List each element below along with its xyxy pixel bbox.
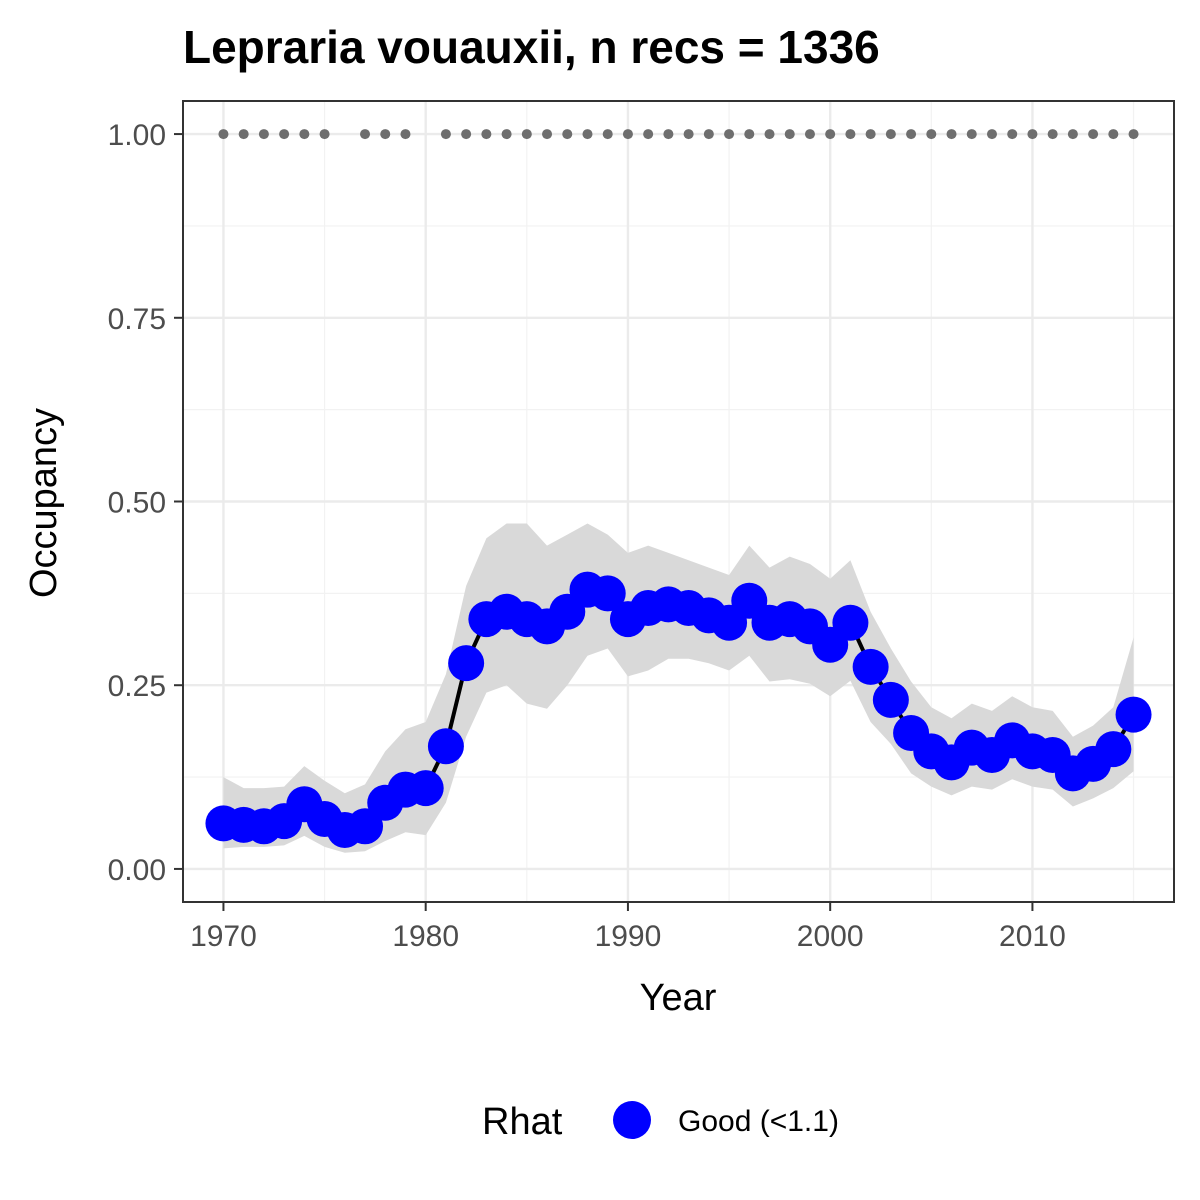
x-axis-title: Year bbox=[640, 977, 717, 1019]
y-tick-label: 1.00 bbox=[108, 119, 166, 152]
occupancy-point bbox=[852, 648, 889, 685]
record-dot bbox=[440, 129, 451, 140]
occupancy-point bbox=[832, 604, 869, 641]
record-dot bbox=[643, 129, 654, 140]
record-dot bbox=[683, 129, 694, 140]
x-tick-label: 2010 bbox=[999, 920, 1066, 953]
record-dot bbox=[926, 129, 937, 140]
occupancy-point bbox=[427, 728, 464, 765]
y-tick-label: 0.75 bbox=[108, 303, 166, 336]
record-dot bbox=[319, 129, 330, 140]
occupancy-point bbox=[347, 808, 384, 845]
record-dot bbox=[885, 129, 896, 140]
record-dot bbox=[1007, 129, 1018, 140]
record-dot bbox=[501, 129, 512, 140]
legend: Rhat Good (<1.1) bbox=[482, 1101, 839, 1143]
record-dot bbox=[1128, 129, 1139, 140]
chart-title: Lepraria vouauxii, n recs = 1336 bbox=[183, 21, 880, 73]
record-dot bbox=[461, 129, 472, 140]
record-dot bbox=[744, 129, 755, 140]
record-dot bbox=[1088, 129, 1099, 140]
y-tick-label: 0.00 bbox=[108, 854, 166, 887]
record-dot bbox=[542, 129, 553, 140]
record-dot bbox=[906, 129, 917, 140]
y-axis: 0.00 0.25 0.50 0.75 1.00 bbox=[108, 119, 183, 887]
occupancy-point bbox=[1115, 696, 1152, 733]
record-dot bbox=[400, 129, 411, 140]
record-dot bbox=[764, 129, 775, 140]
confidence-ribbon bbox=[223, 523, 1134, 853]
y-axis-title: Occupancy bbox=[23, 408, 65, 598]
record-dot bbox=[703, 129, 714, 140]
record-dot bbox=[1047, 129, 1058, 140]
record-dot bbox=[258, 129, 269, 140]
record-dot bbox=[784, 129, 795, 140]
record-dot bbox=[602, 129, 613, 140]
occupancy-point bbox=[589, 575, 626, 612]
x-tick-label: 2000 bbox=[797, 920, 864, 953]
legend-key-good bbox=[613, 1101, 651, 1139]
legend-label-good: Good (<1.1) bbox=[678, 1105, 839, 1138]
y-tick-label: 0.25 bbox=[108, 670, 166, 703]
record-dot bbox=[562, 129, 573, 140]
record-dot bbox=[481, 129, 492, 140]
x-tick-label: 1970 bbox=[190, 920, 257, 953]
record-dot bbox=[1067, 129, 1078, 140]
x-tick-label: 1980 bbox=[392, 920, 459, 953]
record-dot bbox=[825, 129, 836, 140]
record-dot bbox=[865, 129, 876, 140]
x-tick-label: 1990 bbox=[595, 920, 662, 953]
x-axis: 1970 1980 1990 2000 2010 bbox=[190, 902, 1066, 953]
record-dot bbox=[1027, 129, 1038, 140]
occupancy-point bbox=[448, 645, 485, 682]
record-dot bbox=[218, 129, 229, 140]
record-dot bbox=[966, 129, 977, 140]
record-dot bbox=[299, 129, 310, 140]
record-dot bbox=[622, 129, 633, 140]
record-dot bbox=[279, 129, 290, 140]
record-dot bbox=[1108, 129, 1119, 140]
record-dot bbox=[521, 129, 532, 140]
record-dot bbox=[946, 129, 957, 140]
occupancy-points-layer bbox=[205, 571, 1152, 848]
occupancy-point bbox=[1095, 731, 1132, 768]
confidence-ribbon-layer bbox=[223, 523, 1134, 853]
legend-title: Rhat bbox=[482, 1101, 563, 1143]
record-dot bbox=[663, 129, 674, 140]
record-dot bbox=[238, 129, 249, 140]
record-dot bbox=[360, 129, 371, 140]
occupancy-point bbox=[872, 681, 909, 718]
record-dot bbox=[582, 129, 593, 140]
record-dot bbox=[986, 129, 997, 140]
record-dot bbox=[845, 129, 856, 140]
record-dot bbox=[724, 129, 735, 140]
y-tick-label: 0.50 bbox=[108, 487, 166, 520]
occupancy-point bbox=[407, 770, 444, 807]
record-dot bbox=[380, 129, 391, 140]
record-dot bbox=[804, 129, 815, 140]
record-dots-layer bbox=[218, 129, 1139, 140]
